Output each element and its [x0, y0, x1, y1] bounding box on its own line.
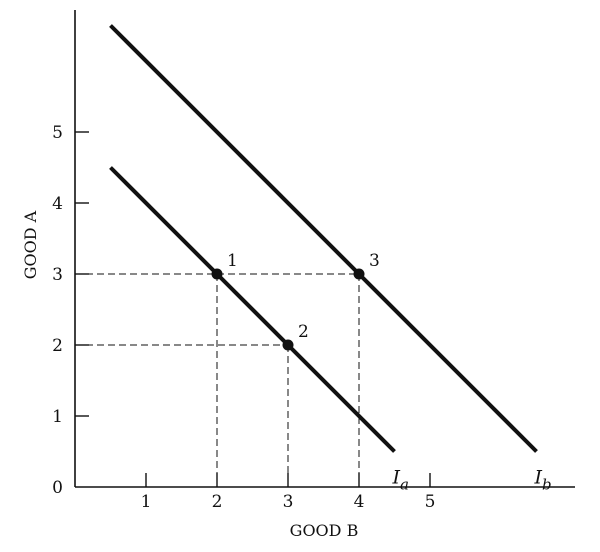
- curve-Ib: [109, 24, 538, 453]
- x-axis-title: GOOD B: [290, 521, 359, 540]
- point-label-3: 3: [369, 251, 380, 271]
- x-tick-label-3: 3: [283, 492, 294, 512]
- marked-points: 1 2 3: [211, 251, 380, 351]
- y-tick-label-2: 2: [52, 336, 63, 356]
- curve-label-sub-Ia: a: [400, 476, 409, 494]
- point-1: [211, 268, 223, 280]
- point-2: [282, 339, 294, 351]
- axes: [74, 10, 575, 488]
- indifference-curves: Ia Ib: [109, 24, 552, 494]
- guide-lines: [75, 273, 360, 487]
- y-tick-label-3: 3: [52, 265, 63, 285]
- point-label-1: 1: [227, 251, 238, 271]
- curve-label-sub-Ib: b: [542, 476, 552, 494]
- y-tick-label-4: 4: [52, 194, 63, 214]
- x-tick-label-4: 4: [354, 492, 365, 512]
- curve-label-main-Ia: I: [392, 467, 401, 489]
- curve-label-main-Ib: I: [534, 467, 543, 489]
- x-tick-label-1: 1: [141, 492, 152, 512]
- point-label-2: 2: [298, 322, 309, 342]
- curve-label-Ia: Ia: [392, 467, 409, 494]
- curve-label-Ib: Ib: [534, 467, 552, 494]
- y-tick-label-5: 5: [52, 123, 63, 143]
- ticks: 1 2 3 4 5 1 2 3 4 5: [52, 123, 435, 512]
- curve-Ia: [109, 166, 396, 453]
- x-tick-label-5: 5: [425, 492, 436, 512]
- y-tick-label-1: 1: [52, 407, 63, 427]
- y-axis-title: GOOD A: [21, 210, 40, 279]
- origin-label: 0: [52, 478, 63, 498]
- point-3: [353, 268, 365, 280]
- x-tick-label-2: 2: [212, 492, 223, 512]
